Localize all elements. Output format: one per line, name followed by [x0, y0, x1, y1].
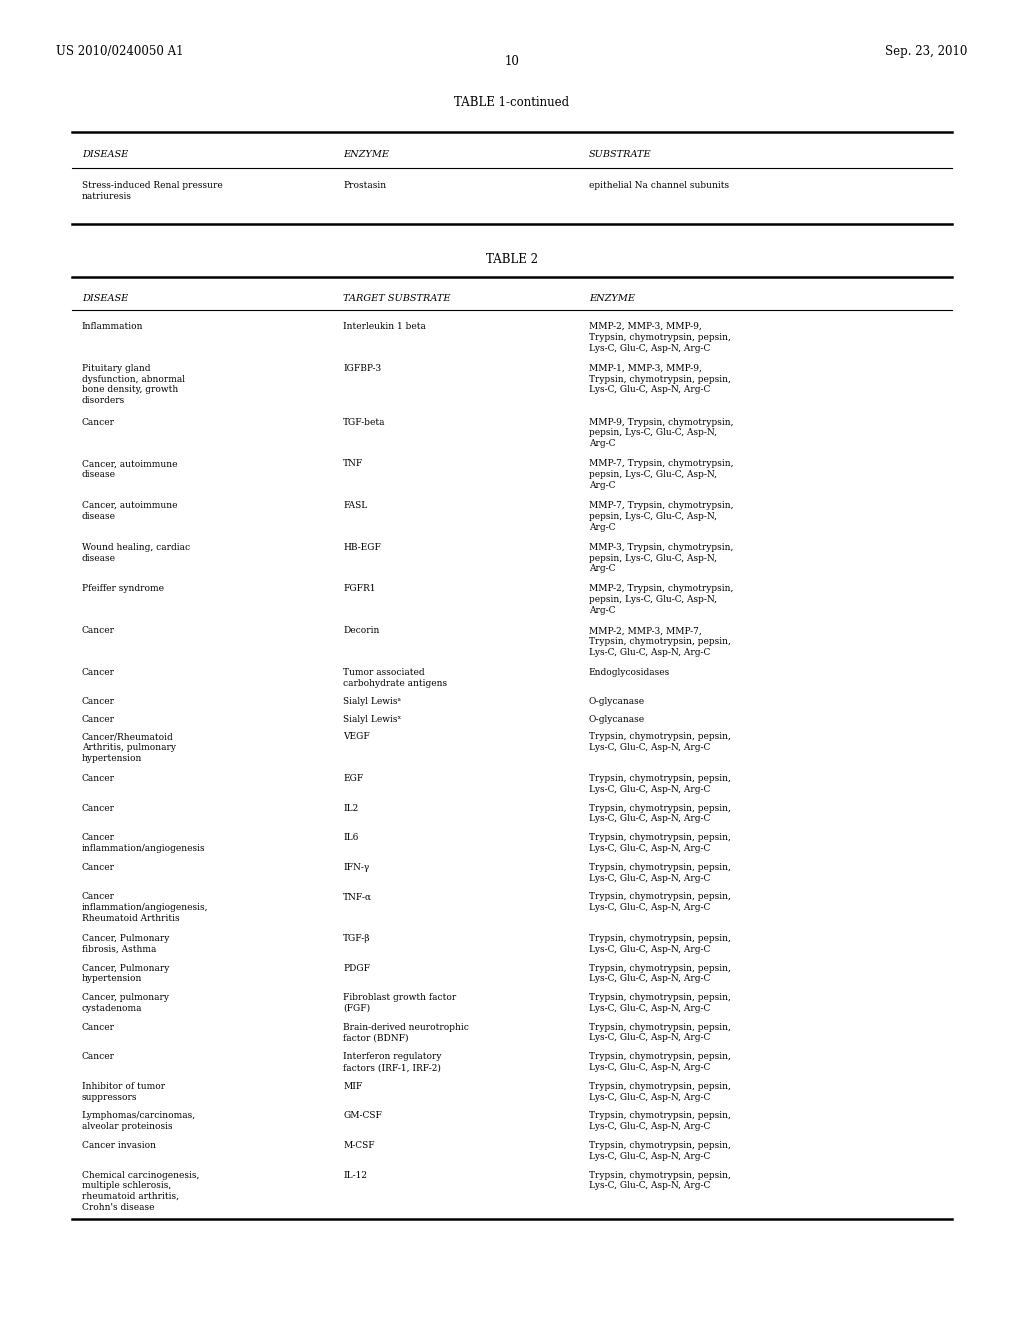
Text: GM-CSF: GM-CSF: [343, 1111, 382, 1121]
Text: MMP-2, Trypsin, chymotrypsin,
pepsin, Lys-C, Glu-C, Asp-N,
Arg-C: MMP-2, Trypsin, chymotrypsin, pepsin, Ly…: [589, 585, 733, 615]
Text: Trypsin, chymotrypsin, pepsin,
Lys-C, Glu-C, Asp-N, Arg-C: Trypsin, chymotrypsin, pepsin, Lys-C, Gl…: [589, 733, 731, 752]
Text: Pfeiffer syndrome: Pfeiffer syndrome: [82, 585, 164, 594]
Text: TABLE 1-continued: TABLE 1-continued: [455, 96, 569, 110]
Text: Sialyl Lewisᵃ: Sialyl Lewisᵃ: [343, 697, 401, 706]
Text: Cancer: Cancer: [82, 863, 115, 871]
Text: TNF: TNF: [343, 459, 364, 469]
Text: epithelial Na channel subunits: epithelial Na channel subunits: [589, 181, 729, 190]
Text: Interleukin 1 beta: Interleukin 1 beta: [343, 322, 426, 331]
Text: IL2: IL2: [343, 804, 358, 813]
Text: Trypsin, chymotrypsin, pepsin,
Lys-C, Glu-C, Asp-N, Arg-C: Trypsin, chymotrypsin, pepsin, Lys-C, Gl…: [589, 833, 731, 853]
Text: FGFR1: FGFR1: [343, 585, 376, 594]
Text: EGF: EGF: [343, 774, 364, 783]
Text: ENZYME: ENZYME: [343, 150, 389, 160]
Text: Wound healing, cardiac
disease: Wound healing, cardiac disease: [82, 543, 190, 562]
Text: O-glycanase: O-glycanase: [589, 697, 645, 706]
Text: TGF-beta: TGF-beta: [343, 417, 386, 426]
Text: Brain-derived neurotrophic
factor (BDNF): Brain-derived neurotrophic factor (BDNF): [343, 1023, 469, 1043]
Text: Trypsin, chymotrypsin, pepsin,
Lys-C, Glu-C, Asp-N, Arg-C: Trypsin, chymotrypsin, pepsin, Lys-C, Gl…: [589, 1171, 731, 1191]
Text: Trypsin, chymotrypsin, pepsin,
Lys-C, Glu-C, Asp-N, Arg-C: Trypsin, chymotrypsin, pepsin, Lys-C, Gl…: [589, 774, 731, 793]
Text: MMP-7, Trypsin, chymotrypsin,
pepsin, Lys-C, Glu-C, Asp-N,
Arg-C: MMP-7, Trypsin, chymotrypsin, pepsin, Ly…: [589, 502, 733, 532]
Text: TARGET SUBSTRATE: TARGET SUBSTRATE: [343, 294, 451, 304]
Text: Trypsin, chymotrypsin, pepsin,
Lys-C, Glu-C, Asp-N, Arg-C: Trypsin, chymotrypsin, pepsin, Lys-C, Gl…: [589, 1111, 731, 1131]
Text: Cancer/Rheumatoid
Arthritis, pulmonary
hypertension: Cancer/Rheumatoid Arthritis, pulmonary h…: [82, 733, 176, 763]
Text: MMP-1, MMP-3, MMP-9,
Trypsin, chymotrypsin, pepsin,
Lys-C, Glu-C, Asp-N, Arg-C: MMP-1, MMP-3, MMP-9, Trypsin, chymotryps…: [589, 364, 731, 395]
Text: Cancer, autoimmune
disease: Cancer, autoimmune disease: [82, 502, 177, 521]
Text: MMP-9, Trypsin, chymotrypsin,
pepsin, Lys-C, Glu-C, Asp-N,
Arg-C: MMP-9, Trypsin, chymotrypsin, pepsin, Ly…: [589, 417, 733, 449]
Text: Trypsin, chymotrypsin, pepsin,
Lys-C, Glu-C, Asp-N, Arg-C: Trypsin, chymotrypsin, pepsin, Lys-C, Gl…: [589, 964, 731, 983]
Text: SUBSTRATE: SUBSTRATE: [589, 150, 651, 160]
Text: Cancer, Pulmonary
hypertension: Cancer, Pulmonary hypertension: [82, 964, 169, 983]
Text: Inflammation: Inflammation: [82, 322, 143, 331]
Text: IL-12: IL-12: [343, 1171, 367, 1180]
Text: 10: 10: [505, 55, 519, 69]
Text: O-glycanase: O-glycanase: [589, 715, 645, 723]
Text: Cancer, Pulmonary
fibrosis, Asthma: Cancer, Pulmonary fibrosis, Asthma: [82, 935, 169, 954]
Text: Decorin: Decorin: [343, 626, 380, 635]
Text: Trypsin, chymotrypsin, pepsin,
Lys-C, Glu-C, Asp-N, Arg-C: Trypsin, chymotrypsin, pepsin, Lys-C, Gl…: [589, 1140, 731, 1160]
Text: Trypsin, chymotrypsin, pepsin,
Lys-C, Glu-C, Asp-N, Arg-C: Trypsin, chymotrypsin, pepsin, Lys-C, Gl…: [589, 1052, 731, 1072]
Text: Cancer: Cancer: [82, 668, 115, 677]
Text: Cancer: Cancer: [82, 804, 115, 813]
Text: Cancer: Cancer: [82, 774, 115, 783]
Text: Trypsin, chymotrypsin, pepsin,
Lys-C, Glu-C, Asp-N, Arg-C: Trypsin, chymotrypsin, pepsin, Lys-C, Gl…: [589, 935, 731, 954]
Text: Cancer invasion: Cancer invasion: [82, 1140, 156, 1150]
Text: Cancer, autoimmune
disease: Cancer, autoimmune disease: [82, 459, 177, 479]
Text: MMP-2, MMP-3, MMP-9,
Trypsin, chymotrypsin, pepsin,
Lys-C, Glu-C, Asp-N, Arg-C: MMP-2, MMP-3, MMP-9, Trypsin, chymotryps…: [589, 322, 731, 352]
Text: Cancer: Cancer: [82, 1052, 115, 1061]
Text: M-CSF: M-CSF: [343, 1140, 375, 1150]
Text: Pituitary gland
dysfunction, abnormal
bone density, growth
disorders: Pituitary gland dysfunction, abnormal bo…: [82, 364, 185, 405]
Text: IL6: IL6: [343, 833, 358, 842]
Text: HB-EGF: HB-EGF: [343, 543, 381, 552]
Text: Trypsin, chymotrypsin, pepsin,
Lys-C, Glu-C, Asp-N, Arg-C: Trypsin, chymotrypsin, pepsin, Lys-C, Gl…: [589, 863, 731, 883]
Text: Sep. 23, 2010: Sep. 23, 2010: [886, 45, 968, 58]
Text: Cancer: Cancer: [82, 417, 115, 426]
Text: Trypsin, chymotrypsin, pepsin,
Lys-C, Glu-C, Asp-N, Arg-C: Trypsin, chymotrypsin, pepsin, Lys-C, Gl…: [589, 892, 731, 912]
Text: MIF: MIF: [343, 1082, 362, 1090]
Text: Cancer: Cancer: [82, 626, 115, 635]
Text: MMP-7, Trypsin, chymotrypsin,
pepsin, Lys-C, Glu-C, Asp-N,
Arg-C: MMP-7, Trypsin, chymotrypsin, pepsin, Ly…: [589, 459, 733, 490]
Text: Lymphomas/carcinomas,
alveolar proteinosis: Lymphomas/carcinomas, alveolar proteinos…: [82, 1111, 196, 1131]
Text: Interferon regulatory
factors (IRF-1, IRF-2): Interferon regulatory factors (IRF-1, IR…: [343, 1052, 441, 1072]
Text: Fibroblast growth factor
(FGF): Fibroblast growth factor (FGF): [343, 993, 457, 1012]
Text: Cancer
inflammation/angiogenesis: Cancer inflammation/angiogenesis: [82, 833, 206, 853]
Text: MMP-3, Trypsin, chymotrypsin,
pepsin, Lys-C, Glu-C, Asp-N,
Arg-C: MMP-3, Trypsin, chymotrypsin, pepsin, Ly…: [589, 543, 733, 573]
Text: VEGF: VEGF: [343, 733, 370, 742]
Text: Cancer: Cancer: [82, 697, 115, 706]
Text: FASL: FASL: [343, 502, 368, 510]
Text: Endoglycosidases: Endoglycosidases: [589, 668, 670, 677]
Text: Cancer
inflammation/angiogenesis,
Rheumatoid Arthritis: Cancer inflammation/angiogenesis, Rheuma…: [82, 892, 209, 923]
Text: DISEASE: DISEASE: [82, 150, 128, 160]
Text: Cancer, pulmonary
cystadenoma: Cancer, pulmonary cystadenoma: [82, 993, 169, 1012]
Text: Chemical carcinogenesis,
multiple schlerosis,
rheumatoid arthritis,
Crohn's dise: Chemical carcinogenesis, multiple schler…: [82, 1171, 200, 1212]
Text: Trypsin, chymotrypsin, pepsin,
Lys-C, Glu-C, Asp-N, Arg-C: Trypsin, chymotrypsin, pepsin, Lys-C, Gl…: [589, 804, 731, 824]
Text: Sialyl Lewisˣ: Sialyl Lewisˣ: [343, 715, 401, 723]
Text: Cancer: Cancer: [82, 1023, 115, 1032]
Text: ENZYME: ENZYME: [589, 294, 635, 304]
Text: Prostasin: Prostasin: [343, 181, 386, 190]
Text: US 2010/0240050 A1: US 2010/0240050 A1: [56, 45, 184, 58]
Text: Stress-induced Renal pressure
natriuresis: Stress-induced Renal pressure natriuresi…: [82, 181, 222, 201]
Text: Inhibitor of tumor
suppressors: Inhibitor of tumor suppressors: [82, 1082, 165, 1102]
Text: Tumor associated
carbohydrate antigens: Tumor associated carbohydrate antigens: [343, 668, 447, 688]
Text: Trypsin, chymotrypsin, pepsin,
Lys-C, Glu-C, Asp-N, Arg-C: Trypsin, chymotrypsin, pepsin, Lys-C, Gl…: [589, 993, 731, 1012]
Text: Trypsin, chymotrypsin, pepsin,
Lys-C, Glu-C, Asp-N, Arg-C: Trypsin, chymotrypsin, pepsin, Lys-C, Gl…: [589, 1082, 731, 1102]
Text: TABLE 2: TABLE 2: [486, 253, 538, 267]
Text: TNF-α: TNF-α: [343, 892, 372, 902]
Text: Cancer: Cancer: [82, 715, 115, 723]
Text: PDGF: PDGF: [343, 964, 370, 973]
Text: IGFBP-3: IGFBP-3: [343, 364, 381, 372]
Text: DISEASE: DISEASE: [82, 294, 128, 304]
Text: TGF-β: TGF-β: [343, 935, 371, 942]
Text: IFN-γ: IFN-γ: [343, 863, 370, 871]
Text: MMP-2, MMP-3, MMP-7,
Trypsin, chymotrypsin, pepsin,
Lys-C, Glu-C, Asp-N, Arg-C: MMP-2, MMP-3, MMP-7, Trypsin, chymotryps…: [589, 626, 731, 657]
Text: Trypsin, chymotrypsin, pepsin,
Lys-C, Glu-C, Asp-N, Arg-C: Trypsin, chymotrypsin, pepsin, Lys-C, Gl…: [589, 1023, 731, 1043]
